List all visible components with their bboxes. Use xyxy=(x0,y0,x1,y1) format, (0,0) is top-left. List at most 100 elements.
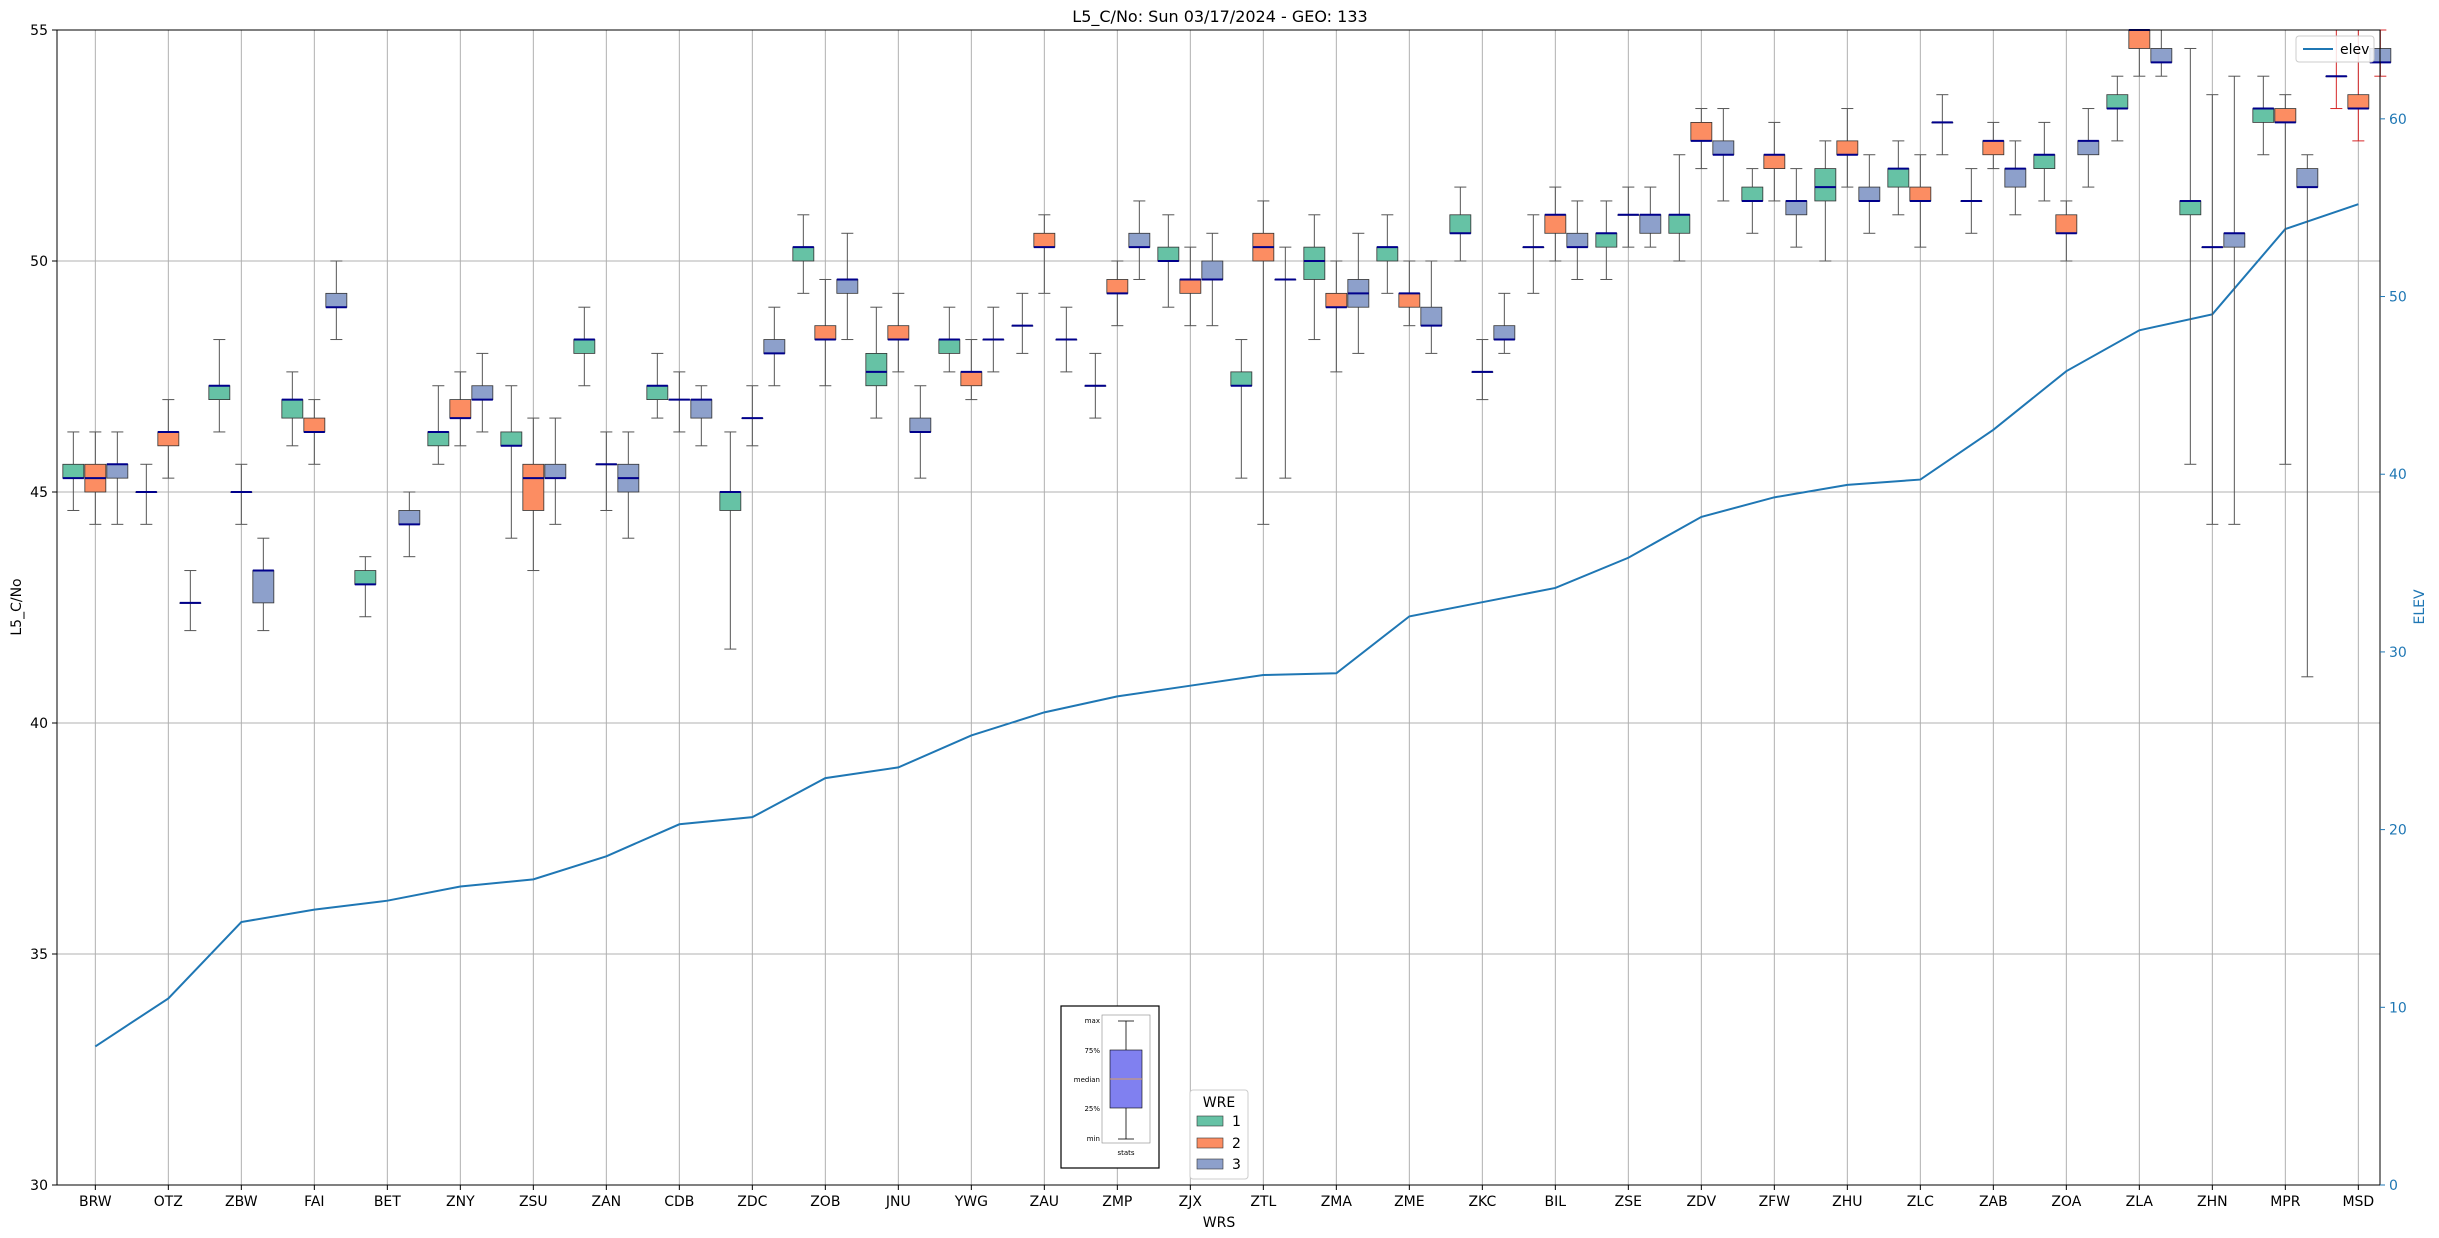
box-wre-3 xyxy=(763,339,786,354)
x-tick-label: YWG xyxy=(954,1194,988,1210)
box-wre-1 xyxy=(1157,246,1180,262)
x-tick-label: ZMP xyxy=(1102,1194,1132,1210)
box-wre-3 xyxy=(2223,232,2246,248)
box-wre-1 xyxy=(792,246,815,262)
box-key-xlabel: stats xyxy=(1117,1149,1134,1157)
box-wre-3 xyxy=(909,417,932,433)
box-wre-1 xyxy=(62,463,85,479)
box-wre-1 xyxy=(208,385,231,400)
box-wre-3 xyxy=(2150,48,2173,63)
x-tick-label: ZLA xyxy=(2126,1194,2154,1210)
legend-wre-swatch-3 xyxy=(1196,1158,1224,1170)
box-wre-3 xyxy=(1420,306,1443,327)
box-wre-3 xyxy=(471,385,494,400)
y-tick-label-left: 55 xyxy=(30,23,48,39)
box-wre-1 xyxy=(1741,186,1764,202)
y-tick-label-right: 50 xyxy=(2389,290,2407,306)
legend-wre-swatch-2 xyxy=(1196,1137,1224,1149)
box-wre-1 xyxy=(646,385,669,400)
box-wre-3 xyxy=(1566,232,1589,248)
x-tick-label: ZMA xyxy=(1321,1194,1353,1210)
elev-line-layer xyxy=(94,203,2359,1048)
x-tick-label: ZNY xyxy=(446,1194,475,1210)
x-tick-label: ZOB xyxy=(810,1194,840,1210)
box-wre-2 xyxy=(2347,94,2370,109)
box-wre-3 xyxy=(325,292,348,308)
x-tick-label: BRW xyxy=(79,1194,112,1210)
x-tick-label: FAI xyxy=(304,1194,324,1210)
box-wre-2 xyxy=(2055,214,2078,234)
box-wre-1 xyxy=(2106,94,2129,109)
box-key-label-min: min xyxy=(1087,1135,1100,1143)
box-key-label-median: median xyxy=(1074,1076,1100,1084)
box-wre-1 xyxy=(1668,214,1691,234)
x-tick-label: MPR xyxy=(2270,1194,2301,1210)
legend-elev-label: elev xyxy=(2340,42,2369,58)
legend-wre-title: WRE xyxy=(1203,1095,1235,1111)
box-wre-3 xyxy=(1493,325,1516,340)
y-tick-label-right: 40 xyxy=(2389,467,2407,483)
box-wre-1 xyxy=(1376,246,1399,262)
y-tick-label-left: 45 xyxy=(30,485,48,501)
box-wre-1 xyxy=(1230,371,1253,387)
y-tick-label-right: 60 xyxy=(2389,112,2407,128)
box-wre-3 xyxy=(544,463,567,479)
box-wre-2 xyxy=(1106,279,1129,294)
x-tick-label: ZDV xyxy=(1686,1194,1716,1210)
box-key-label-q25: 25% xyxy=(1084,1105,1100,1113)
box-wre-1 xyxy=(1303,246,1326,280)
box-wre-2 xyxy=(1982,140,2005,156)
box-wre-3 xyxy=(1712,140,1735,156)
box-wre-1 xyxy=(2179,200,2202,216)
box-wre-3 xyxy=(836,279,859,294)
elev-series-line xyxy=(94,203,2359,1048)
y-axis-label-left: L5_C/No xyxy=(9,578,25,635)
x-tick-label: BET xyxy=(374,1194,401,1210)
legend-wre-frame xyxy=(1189,1089,1249,1180)
x-tick-label: ZHN xyxy=(2197,1194,2228,1210)
y-tick-label-left: 35 xyxy=(30,947,48,963)
x-tick-label: ZSU xyxy=(519,1194,548,1210)
box-wre-2 xyxy=(1763,154,1786,170)
box-wre-3 xyxy=(1201,260,1224,280)
legend-wre-swatch-1 xyxy=(1196,1115,1224,1127)
y-axis-right: 0 10 20 30 40 50 60 xyxy=(2380,112,2407,1194)
x-tick-label: ZAB xyxy=(1979,1194,2008,1210)
x-tick-label: ZME xyxy=(1394,1194,1425,1210)
box-wre-2 xyxy=(1544,214,1567,234)
box-wre-1 xyxy=(500,431,523,447)
box-wre-2 xyxy=(887,325,910,340)
box-wre-3 xyxy=(690,399,713,419)
legend-wre-entry-1: 1 xyxy=(1232,1114,1241,1130)
box-wre-2 xyxy=(1690,122,1713,142)
box-wre-2 xyxy=(157,431,180,447)
box-wre-3 xyxy=(1128,232,1151,248)
x-tick-label: ZAN xyxy=(592,1194,622,1210)
box-wre-1 xyxy=(2033,154,2056,170)
x-tick-label: ZKC xyxy=(1468,1194,1496,1210)
legend-wre: WRE 1 2 3 xyxy=(1189,1089,1249,1180)
y-tick-label-left: 40 xyxy=(30,716,48,732)
x-axis: BRW OTZ ZBW FAI BET ZNY ZSU ZAN CDB ZDC ZOB JNU YWG Z… xyxy=(79,1185,2374,1210)
x-tick-label: ZJX xyxy=(1179,1194,1203,1210)
box-wre-2 xyxy=(303,417,326,433)
x-tick-label: ZDC xyxy=(737,1194,767,1210)
box-key-inset: max 75% median 25% min stats xyxy=(1060,1005,1160,1169)
legend-wre-entry-3: 3 xyxy=(1232,1157,1241,1173)
legend-elev: elev xyxy=(2295,35,2375,63)
box-wre-3 xyxy=(2077,140,2100,156)
box-wre-1 xyxy=(1887,168,1910,188)
x-tick-label: BIL xyxy=(1545,1194,1567,1210)
box-wre-1 xyxy=(573,339,596,354)
x-tick-label: ZLC xyxy=(1907,1194,1934,1210)
x-tick-label: ZFW xyxy=(1759,1194,1791,1210)
box-key-label-max: max xyxy=(1085,1017,1100,1025)
box-key-label-q75: 75% xyxy=(1084,1047,1100,1055)
y-tick-label-left: 50 xyxy=(30,254,48,270)
chart-title: L5_C/No: Sun 03/17/2024 - GEO: 133 xyxy=(1072,7,1367,27)
box-wre-1 xyxy=(1814,168,1837,202)
box-wre-2 xyxy=(814,325,837,340)
box-wre-2 xyxy=(960,371,983,387)
